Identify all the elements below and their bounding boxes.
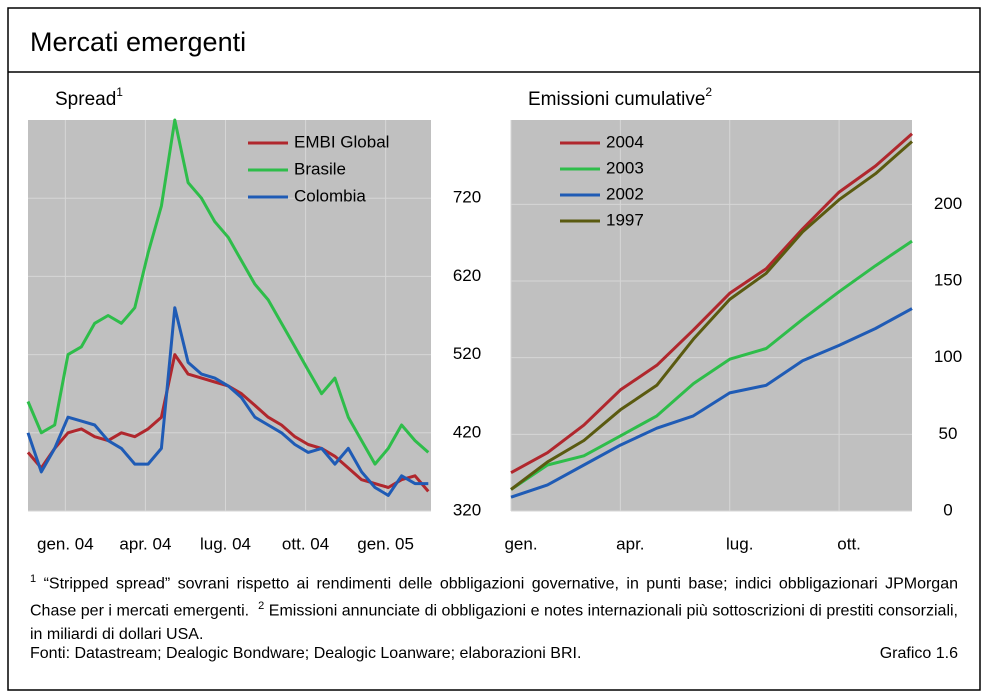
x-tick-label: lug. 04 (200, 534, 251, 553)
frame (7, 7, 981, 691)
notes: 1 “Stripped spread” sovrani rispetto ai … (30, 568, 958, 646)
panel-title-text: Emissioni cumulative (528, 89, 705, 110)
y-tick-label: 200 (934, 194, 962, 213)
legend-label: Colombia (294, 186, 366, 205)
x-tick-label: gen. 04 (37, 534, 94, 553)
note-marker: 1 (30, 573, 37, 585)
y-tick-label: 720 (453, 188, 481, 207)
series-line (510, 239, 913, 491)
x-tick-label: lug. (726, 534, 753, 553)
figure-label: Grafico 1.6 (879, 645, 958, 662)
y-tick-label: 320 (453, 500, 481, 519)
x-tick-label: apr. (616, 534, 644, 553)
series-line (510, 140, 913, 491)
plot-area (511, 120, 912, 511)
plot-area (28, 120, 431, 511)
y-tick-label: 100 (934, 347, 962, 366)
legend-label: 2004 (606, 132, 644, 151)
legend-label: 1997 (606, 210, 644, 229)
footer: Fonti: Datastream; Dealogic Bondware; De… (30, 645, 958, 663)
x-tick-label: gen. 05 (357, 534, 414, 553)
legend-label: EMBI Global (294, 132, 389, 151)
panel-title-note: 2 (705, 85, 712, 99)
sources: Fonti: Datastream; Dealogic Bondware; De… (30, 645, 582, 662)
panel-title: Emissioni cumulative2 (528, 85, 712, 110)
y-tick-label: 620 (453, 266, 481, 285)
series-line (510, 307, 913, 499)
legend-label: 2003 (606, 158, 644, 177)
panel-title-text: Spread (55, 89, 116, 110)
note-marker: 2 (258, 600, 265, 613)
panel-title-note: 1 (116, 85, 123, 99)
y-tick-label: 150 (934, 270, 962, 289)
legend-label: 2002 (606, 184, 644, 203)
y-tick-label: 420 (453, 422, 481, 441)
x-tick-label: ott. 04 (282, 534, 329, 553)
x-tick-label: ott. (837, 534, 861, 553)
series-line (26, 118, 430, 466)
y-tick-label: 50 (939, 424, 958, 443)
series-line (510, 132, 913, 475)
figure-title: Mercati emergenti (30, 27, 246, 57)
x-tick-label: apr. 04 (119, 534, 171, 553)
note-text: “Stripped spread” sovrani rispetto ai re… (30, 575, 958, 620)
y-tick-label: 0 (943, 500, 952, 519)
note-text: Emissioni annunciate di obbligazioni e n… (30, 602, 958, 643)
series-line (26, 306, 429, 497)
x-tick-label: gen. (504, 534, 537, 553)
y-tick-label: 520 (453, 344, 481, 363)
panel-title: Spread1 (55, 85, 123, 110)
legend-label: Brasile (294, 159, 346, 178)
